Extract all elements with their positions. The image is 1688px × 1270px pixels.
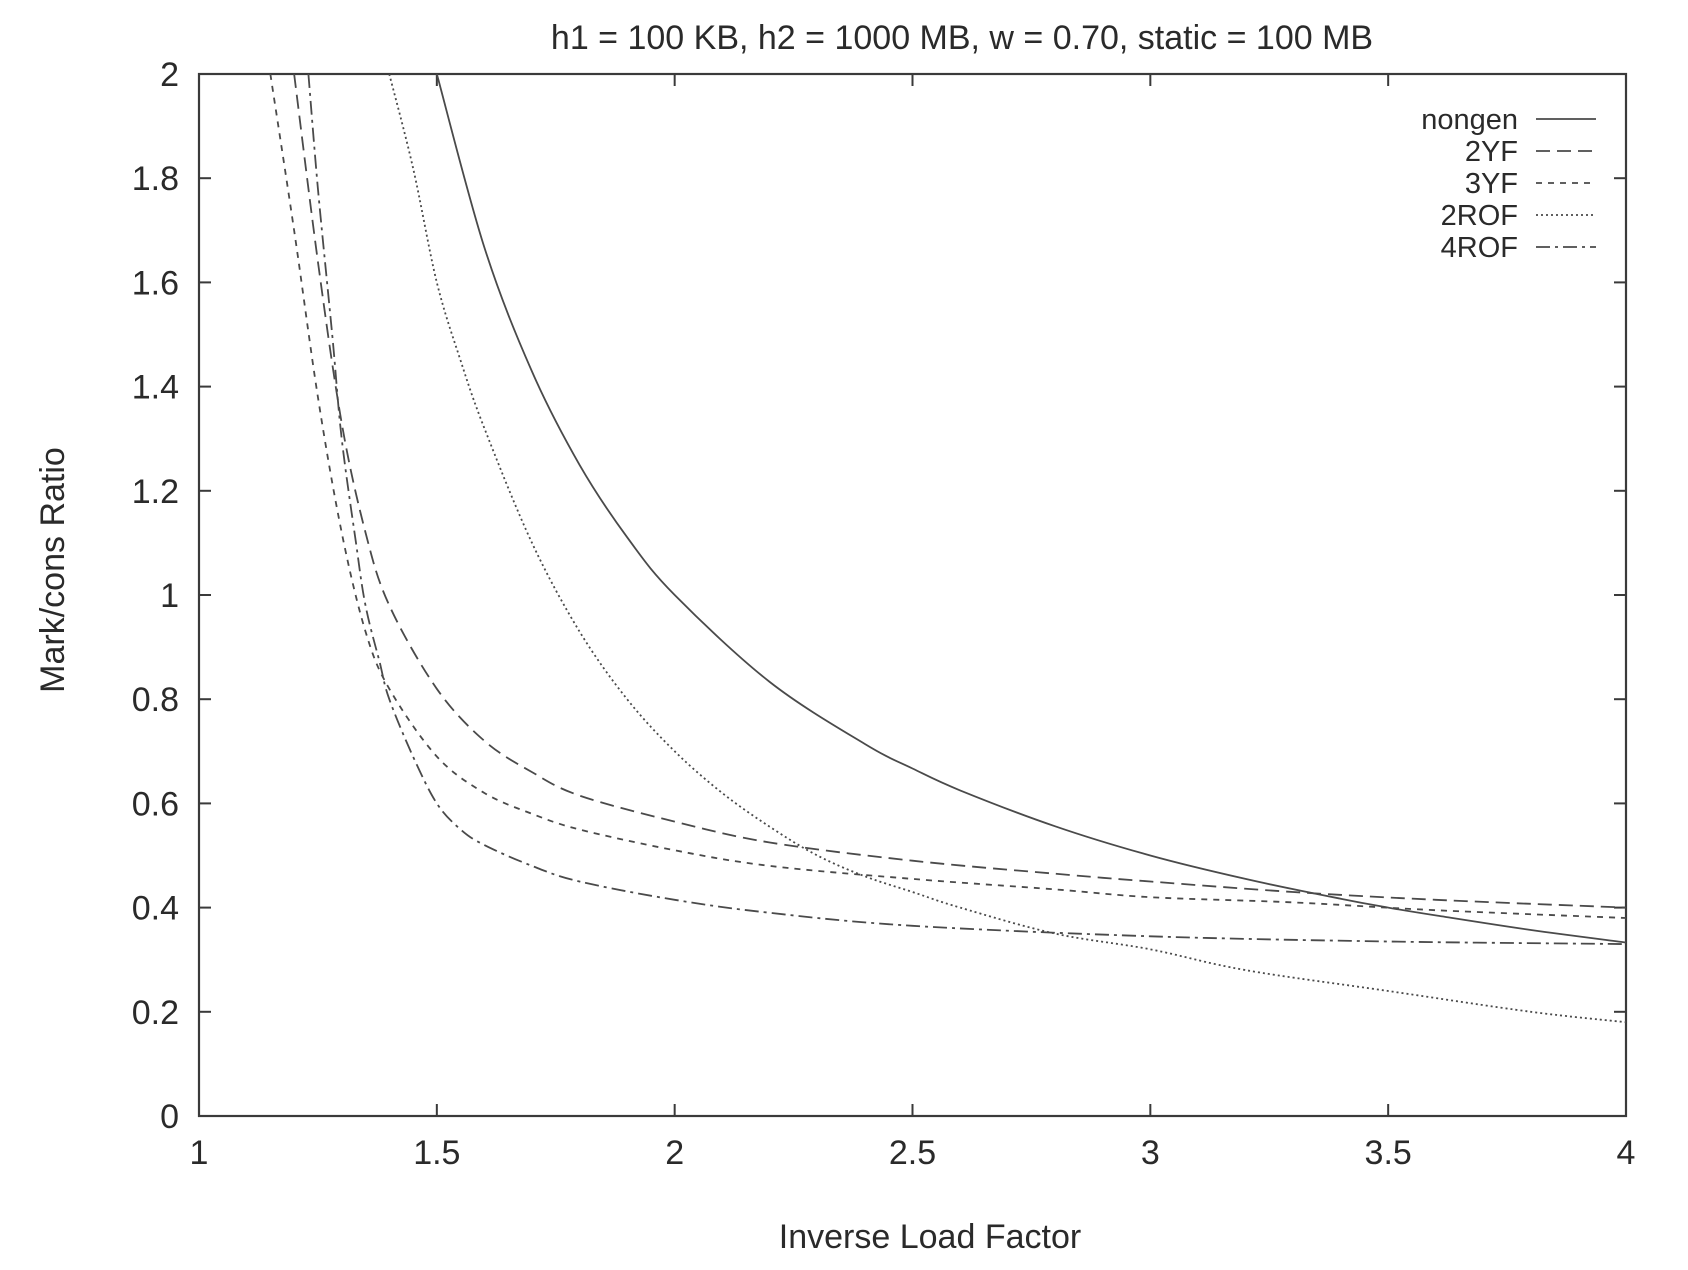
y-tick-label: 0 (160, 1098, 179, 1136)
series-line-4rof (307, 74, 1626, 945)
x-tick-label: 4 (1617, 1134, 1636, 1172)
x-tick-label: 2.5 (889, 1134, 936, 1172)
series-line-nongen (435, 74, 1626, 944)
x-tick-label: 3 (1141, 1134, 1160, 1172)
series-line-2rof (388, 74, 1626, 1024)
y-tick-label: 1.6 (132, 264, 179, 302)
y-axis: 0 0.2 0.4 0.6 0.8 1 1.2 1.4 1.6 1.8 2 (132, 56, 1626, 1136)
plot-frame (197, 72, 1628, 1118)
y-tick-label: 2 (160, 56, 179, 94)
y-tick-label: 0.2 (132, 994, 179, 1032)
x-tick-label: 3.5 (1365, 1134, 1412, 1172)
x-axis-label: Inverse Load Factor (779, 1218, 1081, 1256)
y-tick-label: 1.4 (132, 369, 179, 407)
y-tick-label: 0.4 (132, 890, 179, 928)
legend-label-2yf: 2YF (1465, 136, 1518, 168)
legend-label-nongen: nongen (1421, 104, 1518, 136)
x-axis: 1 1.5 2 2.5 3 3.5 4 (190, 74, 1636, 1172)
series-group (269, 74, 1626, 1024)
series-line-3yf (269, 74, 1626, 919)
x-tick-label: 1 (190, 1134, 209, 1172)
y-tick-label: 1.8 (132, 160, 179, 198)
chart-title: h1 = 100 KB, h2 = 1000 MB, w = 0.70, sta… (551, 19, 1373, 57)
y-tick-label: 1.2 (132, 473, 179, 511)
x-tick-label: 2 (665, 1134, 684, 1172)
legend-label-4rof: 4ROF (1441, 232, 1518, 264)
y-tick-label: 0.6 (132, 785, 179, 823)
y-tick-label: 0.8 (132, 681, 179, 719)
x-tick-label: 1.5 (413, 1134, 460, 1172)
legend-label-2rof: 2ROF (1441, 200, 1518, 232)
series-line-2yf (293, 74, 1626, 909)
legend-label-3yf: 3YF (1465, 168, 1518, 200)
y-tick-label: 1 (160, 577, 179, 615)
y-axis-label: Mark/cons Ratio (34, 447, 72, 693)
